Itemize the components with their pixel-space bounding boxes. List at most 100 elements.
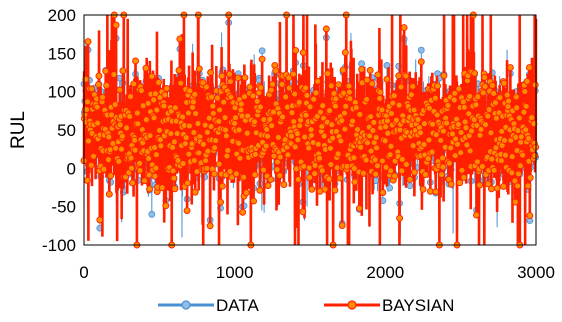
baysian-point [264,182,272,190]
baysian-point [184,109,192,117]
baysian-point [103,81,111,89]
baysian-point [354,126,361,133]
baysian-point [337,137,345,145]
baysian-point [325,175,333,183]
baysian-point [460,173,468,181]
baysian-point [112,144,120,152]
baysian-point [210,170,218,178]
baysian-point [367,113,375,121]
baysian-point [227,78,234,85]
baysian-point [90,152,97,160]
baysian-point [508,169,516,177]
baysian-point [487,185,495,193]
baysian-point [251,150,259,158]
baysian-point [376,94,384,102]
baysian-point [201,121,209,129]
baysian-point [179,113,187,121]
x-tick-label: 3000 [517,263,555,282]
baysian-point [208,93,215,101]
baysian-point [144,99,152,107]
baysian-point [218,72,226,80]
baysian-point [119,67,127,75]
baysian-point [476,181,484,189]
baysian-point [382,123,390,131]
baysian-point [374,71,382,79]
baysian-point [273,166,281,173]
baysian-point [457,129,465,137]
baysian-point [136,159,144,167]
baysian-point [381,137,389,145]
baysian-point [450,96,458,104]
baysian-point [318,167,326,175]
baysian-point [508,153,516,161]
baysian-point [142,116,150,124]
baysian-point [312,89,320,97]
baysian-point [250,197,258,205]
baysian-point [105,190,113,198]
baysian-point [192,110,200,117]
baysian-point [397,83,405,91]
baysian-point [402,161,410,168]
baysian-point [215,160,223,168]
baysian-point [83,176,91,184]
baysian-point [503,91,511,99]
baysian-point [131,136,139,144]
baysian-point [417,58,425,66]
baysian-point [243,129,251,137]
baysian-point [294,136,302,144]
baysian-point [389,99,397,107]
baysian-point [420,141,428,149]
baysian-point [288,132,295,140]
baysian-point [328,121,336,129]
baysian-point [341,49,349,56]
series-markers-baysian [80,11,540,249]
baysian-point [492,114,500,122]
baysian-point [272,67,280,75]
baysian-point [118,132,126,140]
data-point [148,210,156,218]
baysian-point [326,107,333,115]
baysian-point [126,113,134,120]
baysian-point [531,152,539,160]
data-point [383,62,391,69]
baysian-point [438,171,446,179]
baysian-point [99,93,106,101]
baysian-point [429,120,437,128]
baysian-point [490,89,498,97]
baysian-point [463,141,471,149]
baysian-point [367,147,375,155]
baysian-point [474,93,482,101]
baysian-point [142,64,150,72]
baysian-point [383,117,391,125]
baysian-point [411,168,418,176]
baysian-point [395,72,403,80]
baysian-point [332,95,340,103]
baysian-point [280,181,288,189]
baysian-point [170,138,178,146]
baysian-point [190,129,198,137]
baysian-point [334,150,342,158]
y-tick-label: 0 [67,159,76,178]
baysian-point [231,119,239,127]
baysian-point [336,174,344,182]
baysian-point [456,179,464,187]
baysian-point [481,83,489,90]
baysian-point [215,117,223,125]
baysian-point [341,125,349,133]
baysian-point [366,66,374,74]
baysian-point [145,155,153,162]
baysian-point [199,140,207,148]
baysian-point [471,69,479,77]
baysian-point [191,188,199,196]
baysian-point [516,162,524,170]
baysian-point [251,118,258,126]
baysian-point [358,66,366,73]
baysian-point [340,109,348,117]
baysian-point [239,208,247,216]
baysian-point [490,166,498,174]
data-point [386,184,394,192]
baysian-point [137,87,145,94]
baysian-point [105,133,113,141]
baysian-point [434,82,442,90]
baysian-point [88,85,96,93]
